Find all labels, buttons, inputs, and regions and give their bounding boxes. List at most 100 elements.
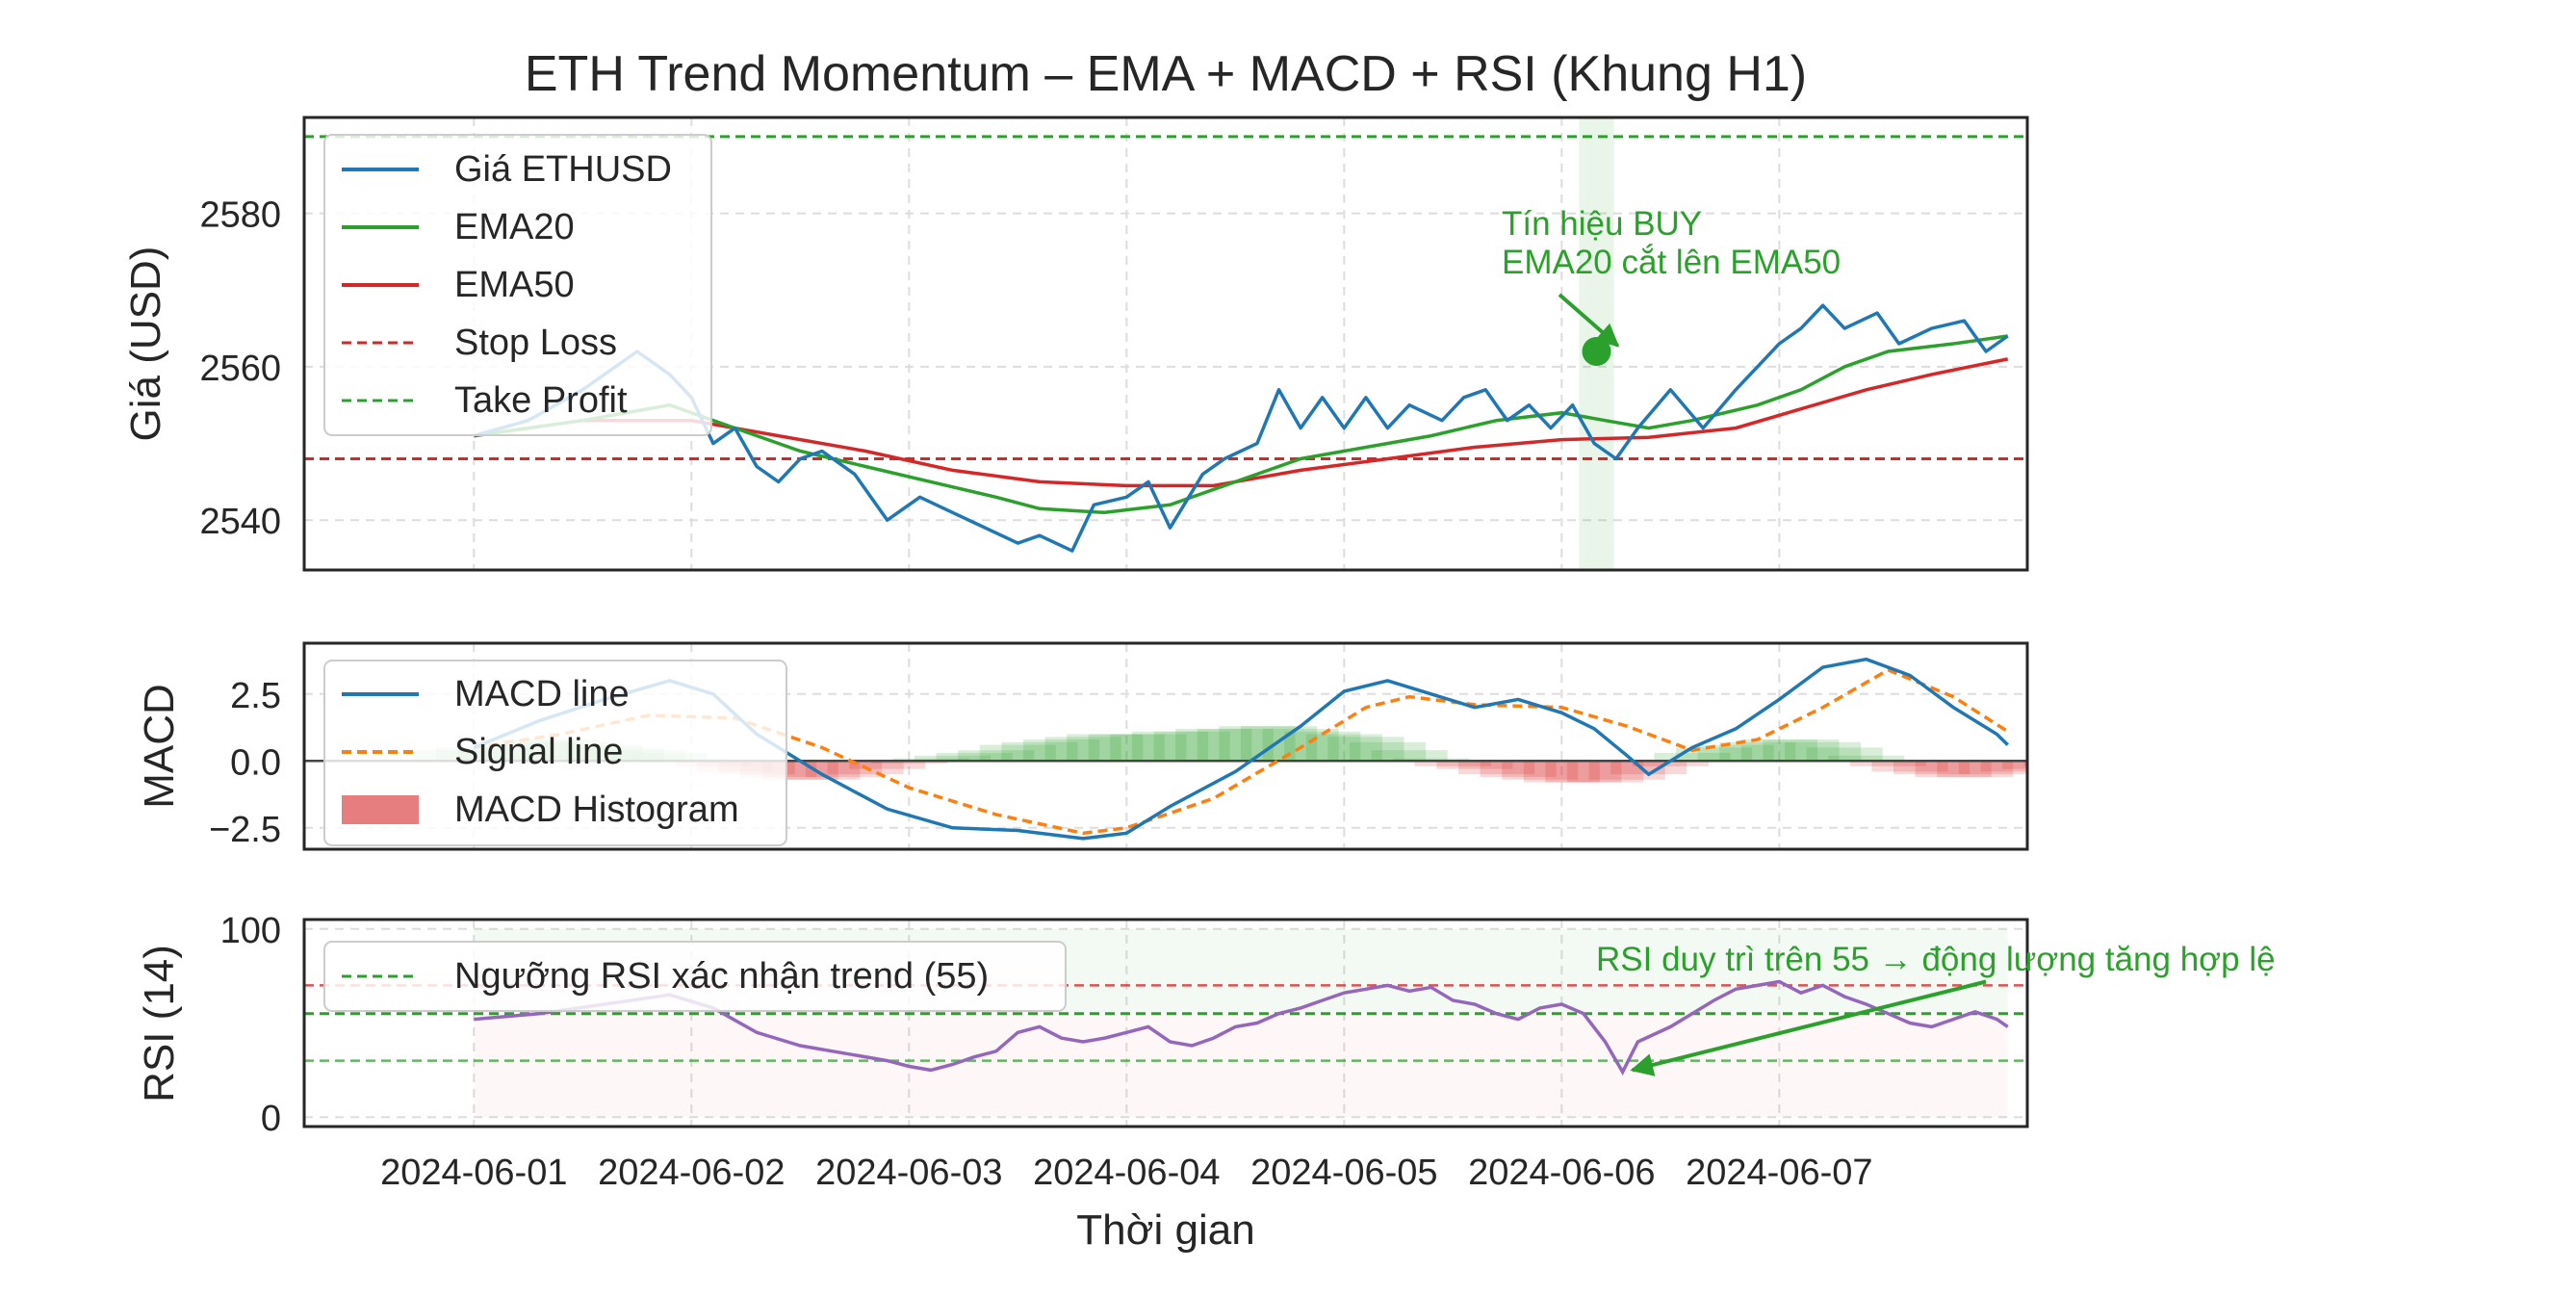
macd-histogram-bar xyxy=(1067,734,1144,762)
legend-price-label: Giá ETHUSD xyxy=(454,149,672,190)
ema50-line xyxy=(474,357,2009,488)
macd-histogram-bar xyxy=(1436,761,1513,769)
price-plot-area xyxy=(304,117,2027,570)
x-tick-label: 2024-06-05 xyxy=(1250,1153,1437,1193)
price-frame xyxy=(302,116,2029,572)
legend-takeprofit-label: Take Profit xyxy=(454,380,628,421)
rsi-y-tick-label: 100 xyxy=(220,911,281,951)
rsi-annotation-arrow xyxy=(1630,979,1987,1076)
macd-frame xyxy=(302,641,2029,851)
rsi-frame xyxy=(302,918,2029,1128)
rsi-legend-box xyxy=(323,941,1067,1012)
macd-histogram-bar xyxy=(1545,761,1622,783)
macd-histogram-bar xyxy=(1175,728,1252,762)
macd-histogram-bar xyxy=(1740,739,1817,762)
price-y-tick-label: 2560 xyxy=(199,349,281,389)
rsi-bearish-zone xyxy=(474,1014,2007,1118)
macd-histogram-bar xyxy=(870,761,947,765)
buy-signal-arrow xyxy=(1558,293,1620,348)
macd-histogram-bar xyxy=(1632,761,1709,766)
macd-histogram-bar xyxy=(1871,761,1948,772)
macd-histogram-bar xyxy=(805,761,883,777)
x-axis-ticks: 2024-06-01 2024-06-02 2024-06-03 2024-06-04… xyxy=(380,1153,1872,1193)
price-legend: Giá ETHUSD EMA20 EMA50 Stop Loss Take Pr… xyxy=(323,134,712,436)
macd-panel: 2.5 0.0 −2.5 MACD MACD line Signal line MA… xyxy=(136,641,2122,851)
chart-title: ETH Trend Momentum – EMA + MACD + RSI (K… xyxy=(525,46,1807,102)
macd-legend: MACD line Signal line MACD Histogram xyxy=(323,660,787,846)
legend-macd-label: MACD line xyxy=(454,674,630,714)
macd-histogram-bar xyxy=(1763,739,1840,762)
rsi-line xyxy=(474,979,2009,1076)
macd-histogram-bar xyxy=(1153,731,1230,762)
x-tick-label: 2024-06-04 xyxy=(1033,1153,1220,1193)
macd-histogram-bar xyxy=(1414,761,1491,766)
rsi-legend: Ngưỡng RSI xác nhận trend (55) xyxy=(323,941,1067,1012)
rsi-annotation-text: RSI duy trì trên 55 → động lượng tăng hợ… xyxy=(1596,941,2276,978)
price-y-tick-label: 2580 xyxy=(199,195,281,236)
price-grid xyxy=(304,117,2027,570)
macd-y-tick-label: 2.5 xyxy=(230,676,281,716)
macd-histogram-bar xyxy=(1371,750,1448,762)
legend-rsi-threshold-label: Ngưỡng RSI xác nhận trend (55) xyxy=(454,956,989,997)
buy-signal-marker xyxy=(1582,336,1611,366)
macd-histogram-bar xyxy=(784,761,861,780)
macd-histogram-bar xyxy=(1958,761,2027,775)
macd-histogram-bar xyxy=(849,761,926,769)
macd-histogram-bar xyxy=(1980,761,2027,772)
legend-ema50-label: EMA50 xyxy=(454,265,575,305)
x-tick-label: 2024-06-03 xyxy=(815,1153,1002,1193)
macd-histogram-bar xyxy=(1110,734,1187,762)
buy-label-line1: Tín hiệu BUY xyxy=(1502,205,1702,243)
legend-ema20-label: EMA20 xyxy=(454,207,575,247)
macd-histogram-bar xyxy=(1502,761,1579,780)
macd-histogram-bar xyxy=(1001,741,1078,762)
x-tick-label: 2024-06-01 xyxy=(380,1153,567,1193)
macd-histogram-bar xyxy=(1828,755,1905,762)
price-panel: 2540 2560 2580 Giá (USD) Tín hiệu BUY EMA2… xyxy=(122,116,2029,572)
macd-y-tick-label: −2.5 xyxy=(209,810,281,850)
macd-histogram-bar xyxy=(1915,761,1992,777)
price-y-ticks: 2540 2560 2580 xyxy=(199,195,281,543)
price-y-tick-label: 2540 xyxy=(199,502,281,542)
price-y-label: Giá (USD) xyxy=(122,246,169,442)
macd-histogram-bar xyxy=(1654,752,1731,762)
macd-histogram-bar xyxy=(2046,761,2122,764)
buy-label-line2: EMA20 cắt lên EMA50 xyxy=(1502,244,1841,281)
x-tick-label: 2024-06-06 xyxy=(1468,1153,1655,1193)
macd-histogram-bar xyxy=(1022,739,1100,762)
legend-histogram-label: MACD Histogram xyxy=(454,790,739,830)
macd-histogram-bar xyxy=(1480,761,1557,777)
macd-histogram-bar xyxy=(1937,761,2014,777)
macd-histogram-bar xyxy=(1284,731,1361,762)
macd-y-ticks: 2.5 0.0 −2.5 xyxy=(209,676,281,850)
macd-histogram-bar xyxy=(1327,737,1404,762)
macd-histogram-bar xyxy=(1240,726,1318,762)
macd-histogram-bar xyxy=(1849,761,1926,766)
macd-histogram-bar xyxy=(1697,744,1774,762)
macd-histogram-bar xyxy=(1566,761,1644,783)
rsi-y-label: RSI (14) xyxy=(136,945,183,1102)
macd-histogram-bar xyxy=(1088,734,1165,762)
macd-histogram-bar xyxy=(1457,761,1535,775)
rsi-panel: 0 100 RSI (14) RSI duy trì trên 55 → động… xyxy=(136,911,2276,1139)
macd-legend-box xyxy=(323,660,787,846)
x-axis-label: Thời gian xyxy=(1076,1206,1254,1254)
macd-histogram-bar xyxy=(1393,758,1470,762)
macd-histogram-bar xyxy=(1523,761,1600,783)
legend-stoploss-label: Stop Loss xyxy=(454,323,617,363)
macd-histogram-bar xyxy=(1044,737,1121,762)
legend-signal-label: Signal line xyxy=(454,732,623,772)
price-line xyxy=(473,303,2009,553)
macd-histogram-bar xyxy=(1784,741,1862,762)
rsi-y-tick-label: 0 xyxy=(261,1099,281,1139)
macd-histogram-bar xyxy=(2002,761,2027,769)
macd-histogram-bar xyxy=(979,744,1056,762)
macd-histogram-bar xyxy=(1806,747,1883,762)
macd-histogram-bar xyxy=(1305,734,1382,762)
macd-histogram-bar xyxy=(958,750,1035,762)
macd-y-tick-label: 0.0 xyxy=(230,742,281,783)
macd-histogram-bar xyxy=(936,752,1013,762)
rsi-y-ticks: 0 100 xyxy=(220,911,281,1139)
price-legend-box xyxy=(323,134,712,436)
